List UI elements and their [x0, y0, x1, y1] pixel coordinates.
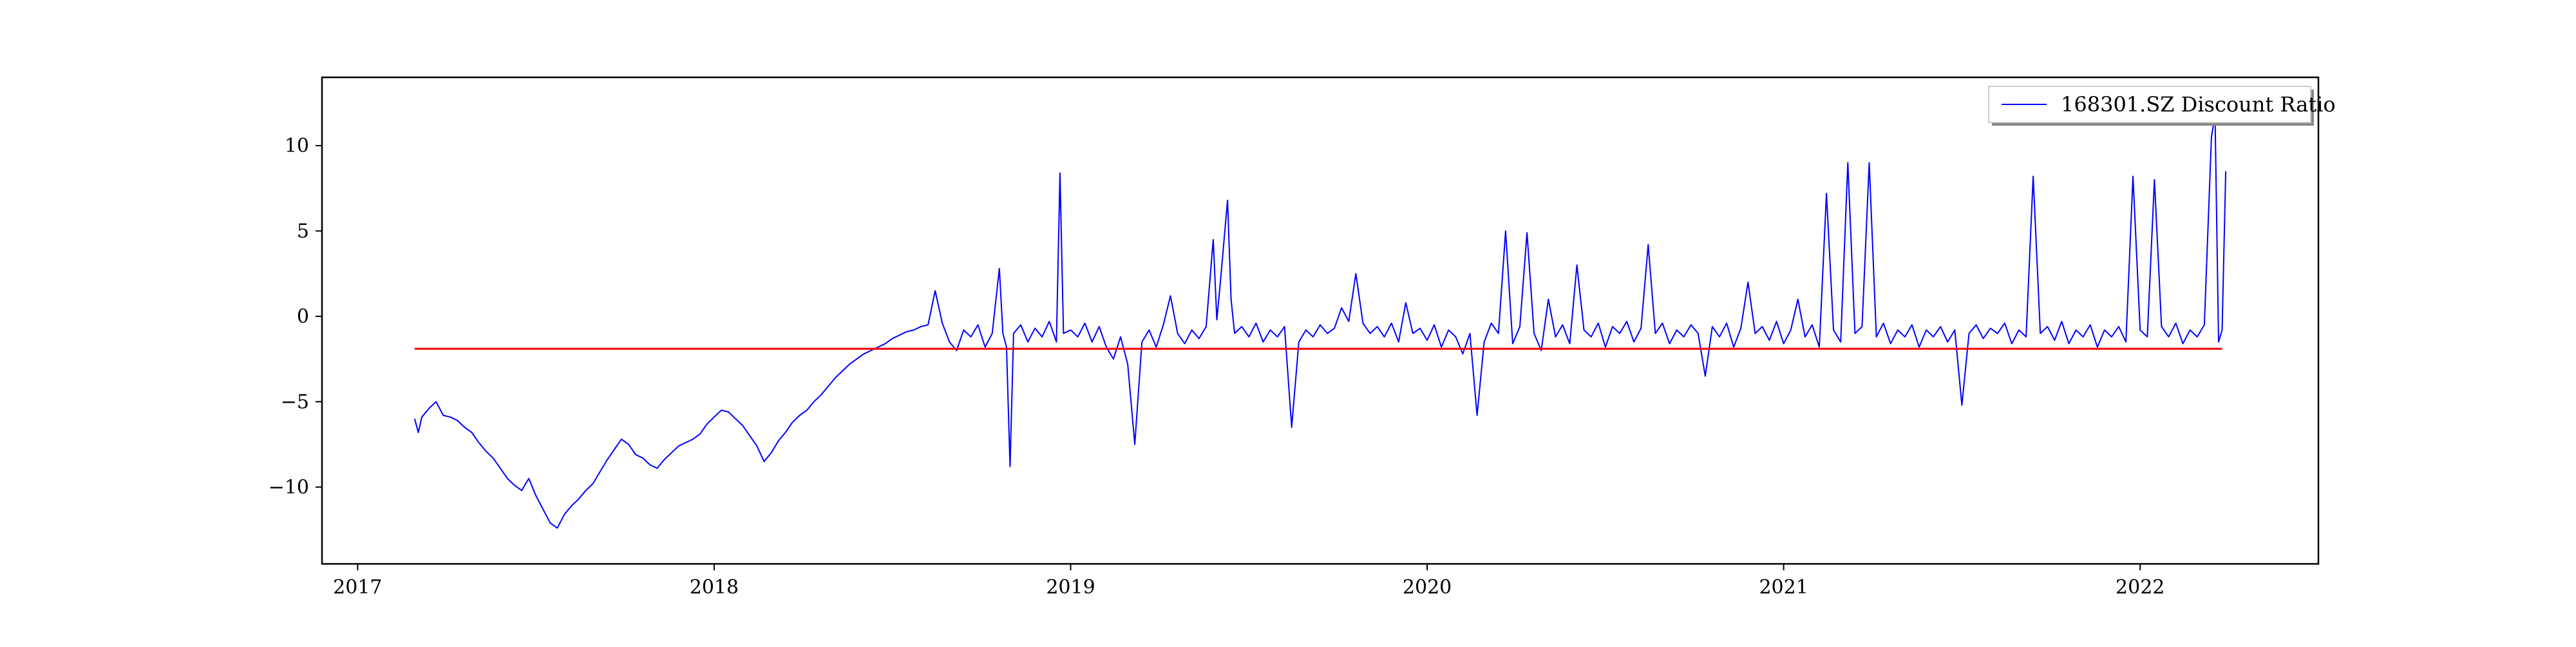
y-tick-label: 0	[297, 305, 309, 328]
x-tick-label: 2020	[1403, 576, 1452, 599]
x-tick-label: 2022	[2116, 576, 2164, 599]
plot-area-frame	[321, 76, 2320, 565]
series-line-discount-ratio	[413, 114, 2227, 529]
y-tick-label: −5	[281, 391, 309, 413]
x-tick-label: 2018	[690, 576, 739, 599]
axis-layer: 2017 2018 2019 2020 2021 2022 −10 −5 0 5 10	[269, 135, 2165, 599]
series-layer	[413, 114, 2227, 529]
y-tick-label: 10	[285, 135, 309, 157]
legend: 168301.SZ Discount Ratio	[1988, 86, 2336, 126]
x-tick-label: 2021	[1759, 576, 1808, 599]
legend-label-discount-ratio: 168301.SZ Discount Ratio	[2061, 92, 2336, 117]
y-tick-label: 5	[297, 220, 309, 242]
x-tick-label: 2019	[1046, 576, 1095, 599]
x-tick-label: 2017	[333, 576, 382, 599]
y-tick-label: −10	[269, 476, 309, 499]
